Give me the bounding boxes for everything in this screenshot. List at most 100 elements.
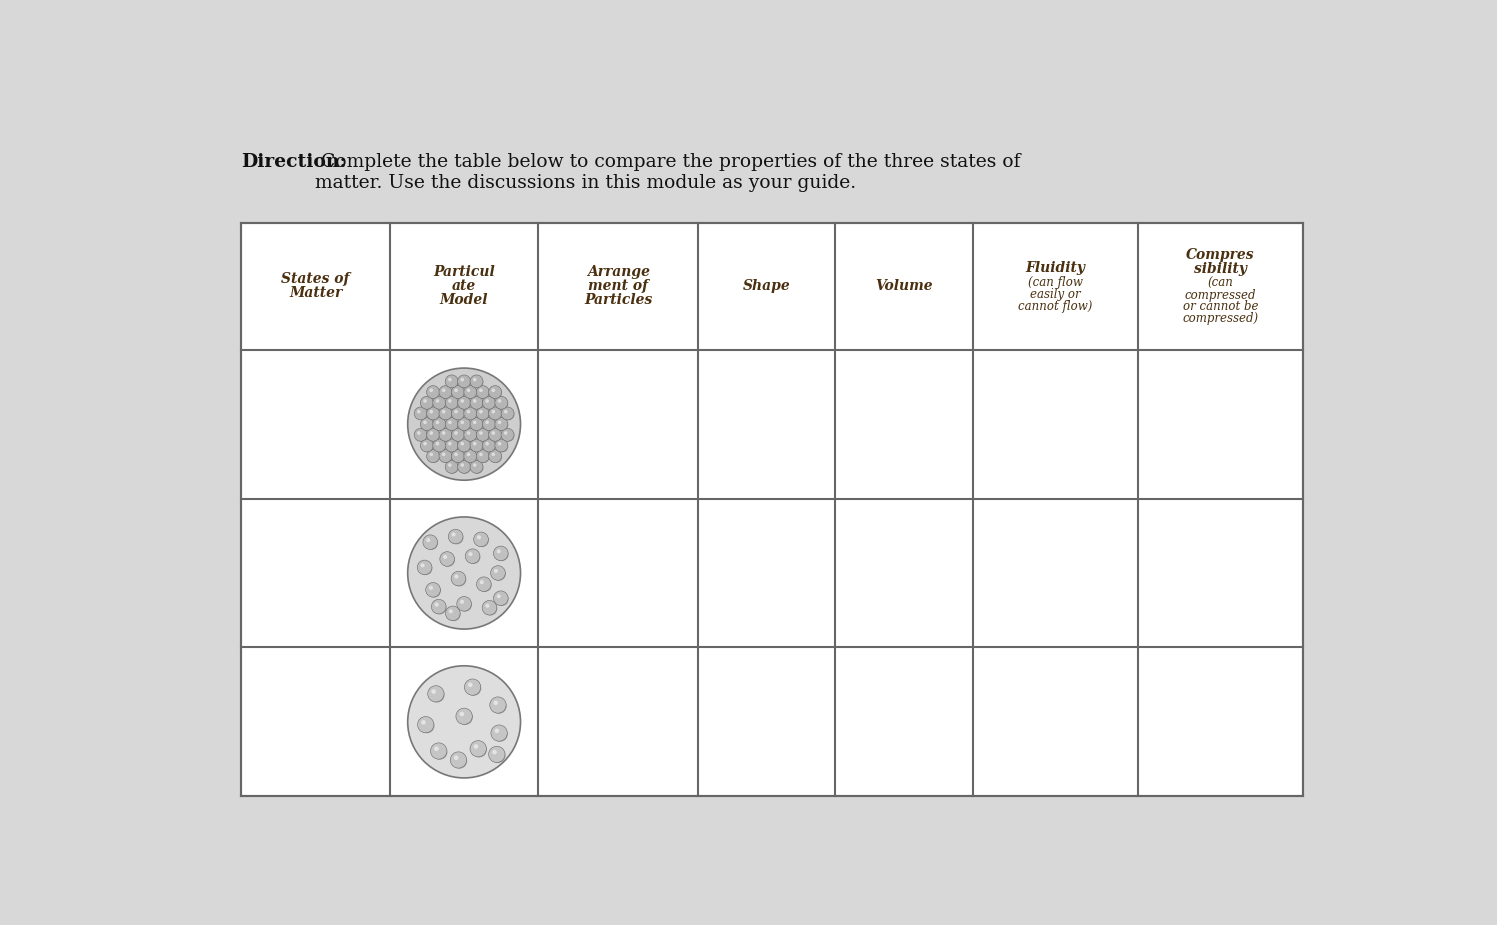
Circle shape — [460, 711, 464, 716]
Circle shape — [493, 750, 497, 755]
Circle shape — [497, 419, 509, 431]
Text: Complete the table below to compare the properties of the three states of
matter: Complete the table below to compare the … — [314, 154, 1021, 192]
Circle shape — [478, 579, 491, 592]
Circle shape — [427, 538, 430, 542]
Text: Direction:: Direction: — [241, 154, 347, 171]
Circle shape — [440, 388, 452, 399]
Text: Particles: Particles — [584, 293, 653, 307]
Circle shape — [427, 407, 440, 420]
Text: Matter: Matter — [289, 286, 343, 300]
Circle shape — [491, 725, 507, 741]
Text: compressed: compressed — [1184, 289, 1256, 302]
Circle shape — [424, 442, 427, 446]
Circle shape — [430, 388, 433, 392]
Circle shape — [418, 561, 433, 574]
Circle shape — [488, 450, 501, 462]
Circle shape — [497, 398, 509, 410]
Circle shape — [496, 593, 509, 606]
Circle shape — [454, 410, 458, 413]
Circle shape — [479, 410, 482, 413]
Circle shape — [452, 533, 455, 536]
Circle shape — [470, 375, 484, 388]
Circle shape — [504, 410, 507, 413]
Circle shape — [451, 752, 467, 768]
Circle shape — [421, 721, 425, 724]
Circle shape — [491, 452, 496, 456]
Circle shape — [485, 442, 490, 446]
Circle shape — [490, 451, 501, 463]
Circle shape — [479, 580, 484, 585]
Circle shape — [421, 439, 433, 452]
Circle shape — [433, 396, 446, 409]
Text: Model: Model — [440, 293, 488, 307]
Text: or cannot be: or cannot be — [1183, 301, 1259, 314]
Circle shape — [476, 386, 490, 399]
Circle shape — [473, 532, 488, 547]
Circle shape — [419, 561, 433, 575]
Circle shape — [494, 591, 507, 606]
Circle shape — [418, 410, 421, 413]
Circle shape — [431, 599, 446, 614]
Circle shape — [428, 685, 445, 702]
Circle shape — [460, 398, 472, 410]
Circle shape — [472, 743, 487, 758]
Circle shape — [460, 462, 472, 474]
Circle shape — [449, 610, 452, 613]
Circle shape — [472, 462, 484, 474]
Circle shape — [442, 410, 446, 413]
Circle shape — [454, 431, 458, 435]
Circle shape — [452, 573, 466, 586]
Circle shape — [472, 398, 484, 410]
Circle shape — [497, 421, 501, 425]
Circle shape — [469, 552, 473, 556]
Circle shape — [501, 428, 513, 441]
Circle shape — [482, 439, 496, 452]
Circle shape — [452, 754, 467, 769]
Circle shape — [439, 407, 452, 420]
Circle shape — [407, 368, 521, 480]
Circle shape — [430, 687, 445, 702]
Circle shape — [496, 396, 507, 409]
Circle shape — [493, 567, 506, 581]
Circle shape — [445, 461, 458, 474]
Circle shape — [494, 729, 499, 734]
Circle shape — [473, 463, 476, 467]
Circle shape — [418, 717, 434, 733]
Circle shape — [476, 407, 490, 420]
Circle shape — [464, 407, 478, 420]
Circle shape — [479, 452, 482, 456]
Circle shape — [421, 563, 425, 567]
Circle shape — [425, 583, 440, 598]
Circle shape — [457, 709, 472, 724]
Circle shape — [454, 451, 466, 463]
Circle shape — [460, 440, 472, 452]
Circle shape — [461, 377, 464, 381]
Circle shape — [466, 388, 478, 399]
Circle shape — [430, 410, 433, 413]
Circle shape — [493, 727, 507, 742]
Circle shape — [421, 418, 433, 430]
Circle shape — [485, 421, 490, 425]
Circle shape — [440, 451, 452, 463]
Circle shape — [491, 566, 506, 580]
Circle shape — [467, 550, 481, 564]
Circle shape — [431, 689, 436, 694]
Circle shape — [445, 396, 458, 409]
Circle shape — [494, 546, 507, 561]
Circle shape — [425, 536, 439, 550]
Circle shape — [470, 439, 484, 452]
Circle shape — [476, 450, 490, 462]
Circle shape — [458, 439, 470, 452]
Circle shape — [454, 409, 466, 420]
Circle shape — [458, 375, 470, 388]
Text: compressed): compressed) — [1183, 313, 1259, 326]
Circle shape — [488, 746, 504, 762]
Circle shape — [452, 450, 464, 462]
Circle shape — [416, 430, 428, 442]
Text: ment of: ment of — [588, 279, 648, 293]
Circle shape — [490, 388, 501, 399]
Circle shape — [494, 700, 499, 705]
Circle shape — [436, 421, 439, 425]
Circle shape — [452, 428, 464, 441]
Circle shape — [433, 601, 446, 614]
